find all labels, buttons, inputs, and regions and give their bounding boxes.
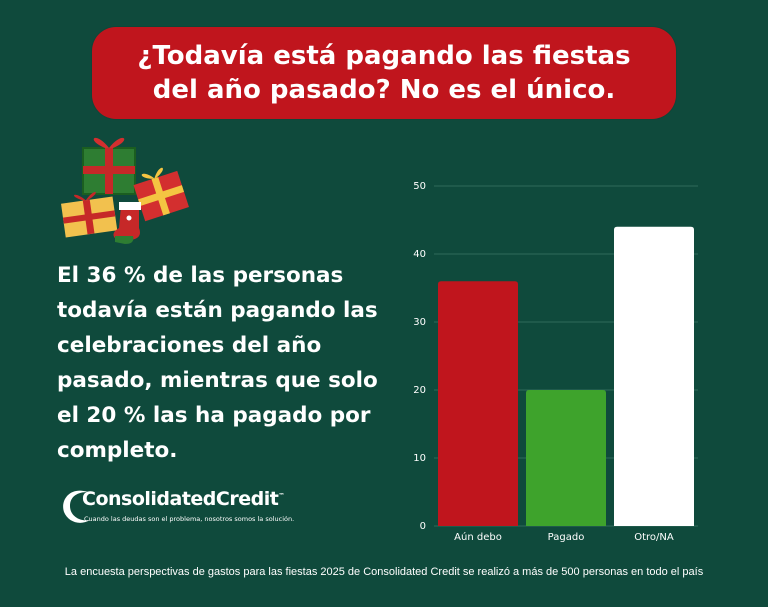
y-tick-label: 50 xyxy=(413,181,426,192)
bar-1 xyxy=(438,281,518,526)
brand-logo: ConsolidatedCredit™ Cuando las deudas so… xyxy=(60,484,310,534)
logo-swoosh-icon xyxy=(63,490,90,523)
logo-trademark: ™ xyxy=(278,492,284,500)
y-tick-label: 20 xyxy=(413,385,426,396)
bar-chart: 0 10 20 30 40 50 Aún debo Pagado Otro/NA xyxy=(413,181,698,543)
bar-2 xyxy=(526,390,606,526)
gift-boxes-illustration-icon xyxy=(61,137,189,244)
survey-statement: El 36 % de las personas todavía están pa… xyxy=(57,263,378,463)
x-category-label: Pagado xyxy=(548,532,585,543)
x-category-label: Otro/NA xyxy=(634,532,674,543)
headline: ¿Todavía está pagando las fiestas del añ… xyxy=(104,39,664,107)
logo-name: ConsolidatedCredit™ xyxy=(82,488,284,510)
x-category-label: Aún debo xyxy=(454,531,502,543)
survey-footnote: La encuesta perspectivas de gastos para … xyxy=(64,566,704,578)
headline-line-2: del año pasado? No es el único. xyxy=(152,75,616,105)
y-tick-label: 10 xyxy=(413,453,426,464)
bar-3 xyxy=(614,226,694,527)
headline-line-1: ¿Todavía está pagando las fiestas xyxy=(137,41,631,71)
y-tick-label: 30 xyxy=(413,317,426,328)
bar-layer xyxy=(438,226,694,527)
headline-banner: ¿Todavía está pagando las fiestas del añ… xyxy=(92,27,676,119)
y-tick-label: 0 xyxy=(420,521,426,532)
y-tick-label: 40 xyxy=(413,249,426,260)
logo-name-text: ConsolidatedCredit xyxy=(82,488,279,510)
logo-tagline: Cuando las deudas son el problema, nosot… xyxy=(84,515,295,523)
label-layer: 0 10 20 30 40 50 Aún debo Pagado Otro/NA xyxy=(413,181,674,543)
